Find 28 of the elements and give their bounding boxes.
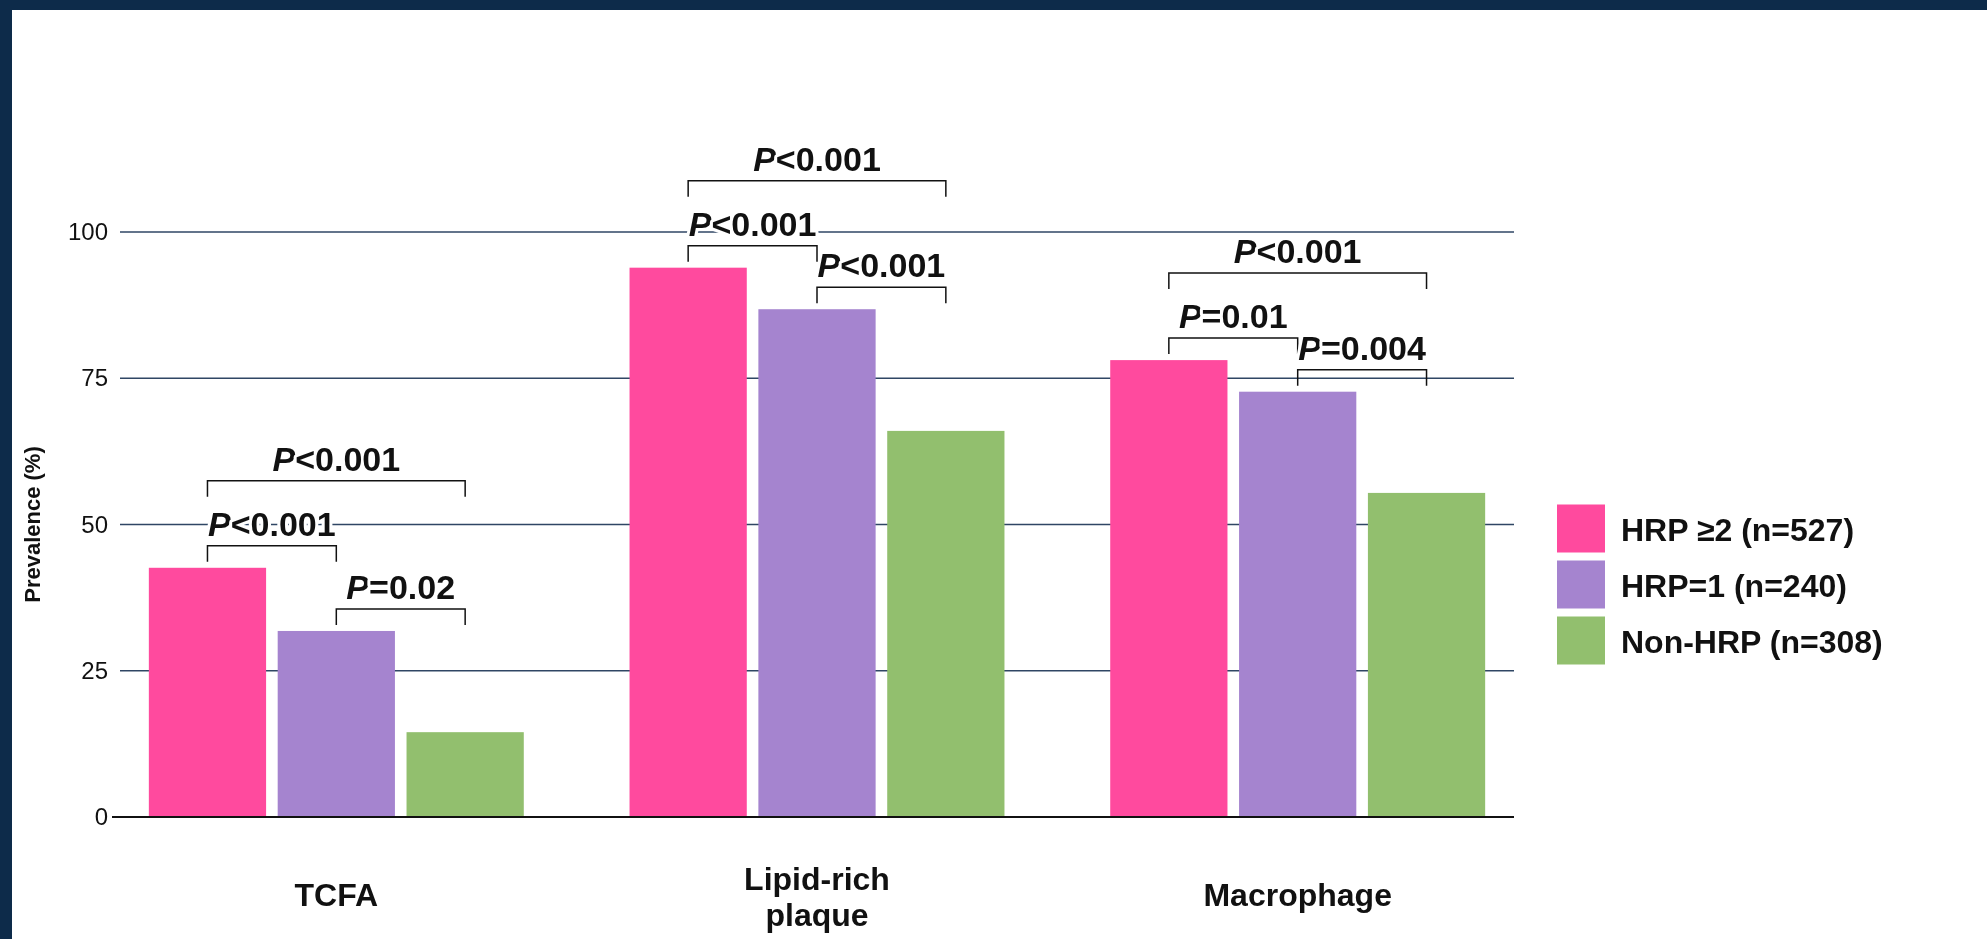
- text: P<0.001: [753, 139, 881, 178]
- bar: [277, 630, 395, 817]
- bar: [1239, 391, 1357, 817]
- legend-label: HRP ≥2 (n=527): [1621, 511, 1855, 548]
- annotation: P<0.001: [817, 246, 946, 285]
- bar: [406, 732, 524, 817]
- annotation: P=0.004: [1298, 328, 1427, 367]
- x-tick-label: Lipid-rich plaque: [744, 861, 890, 933]
- x-tick-label: Macrophage: [1203, 877, 1392, 913]
- y-tick-label: 100: [67, 218, 108, 246]
- y-tick-label: 25: [81, 656, 108, 684]
- legend-label: HRP=1 (n=240): [1621, 567, 1847, 604]
- bar: [758, 309, 876, 817]
- y-tick-label: 0: [94, 803, 108, 831]
- annotation: P<0.001: [1233, 232, 1362, 271]
- bar: [887, 430, 1005, 817]
- y-tick-label: 50: [81, 510, 108, 538]
- y-tick-label: 75: [81, 364, 108, 392]
- legend-label: Non-HRP (n=308): [1621, 623, 1883, 660]
- x-tick-label: TCFA: [294, 877, 379, 913]
- annotation: P=0.02: [346, 567, 456, 606]
- bar: [148, 567, 267, 817]
- bar: [1110, 360, 1228, 817]
- annotation: P=0.01: [1178, 297, 1288, 336]
- bar: [1367, 492, 1486, 817]
- bar: [629, 267, 747, 817]
- y-axis-title: Prevalence (%): [20, 446, 45, 603]
- annotation: P<0.001: [272, 439, 401, 478]
